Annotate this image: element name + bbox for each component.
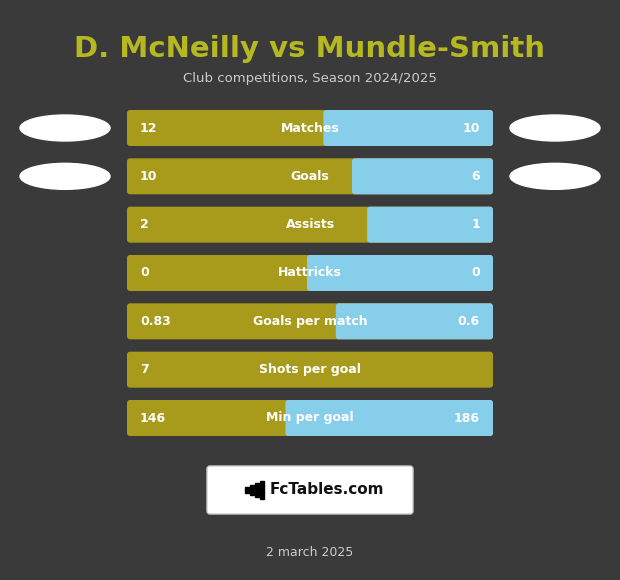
FancyBboxPatch shape (336, 303, 493, 339)
Text: Assists: Assists (285, 218, 335, 231)
Text: 0.83: 0.83 (140, 315, 170, 328)
FancyBboxPatch shape (324, 110, 493, 146)
Ellipse shape (20, 164, 110, 189)
Text: 7: 7 (140, 363, 149, 376)
Text: 0.6: 0.6 (458, 315, 480, 328)
Bar (260, 481, 264, 499)
Text: 6: 6 (471, 170, 480, 183)
Text: D. McNeilly vs Mundle-Smith: D. McNeilly vs Mundle-Smith (74, 35, 546, 63)
FancyBboxPatch shape (352, 158, 493, 194)
FancyBboxPatch shape (127, 351, 493, 387)
Text: Goals: Goals (291, 170, 329, 183)
Text: 2: 2 (140, 218, 149, 231)
Text: Matches: Matches (281, 121, 339, 135)
Text: 0: 0 (471, 266, 480, 280)
Text: Club competitions, Season 2024/2025: Club competitions, Season 2024/2025 (183, 72, 437, 85)
Bar (245, 487, 249, 493)
FancyBboxPatch shape (127, 303, 493, 339)
FancyBboxPatch shape (127, 110, 493, 146)
FancyBboxPatch shape (127, 206, 493, 242)
FancyBboxPatch shape (127, 255, 493, 291)
Ellipse shape (20, 115, 110, 141)
Bar (250, 485, 254, 495)
FancyBboxPatch shape (307, 255, 493, 291)
Text: 10: 10 (463, 121, 480, 135)
Text: 146: 146 (140, 411, 166, 425)
FancyBboxPatch shape (207, 466, 413, 514)
Text: 12: 12 (140, 121, 157, 135)
FancyBboxPatch shape (285, 400, 493, 436)
Text: FcTables.com: FcTables.com (270, 483, 384, 498)
FancyBboxPatch shape (127, 400, 493, 436)
Text: 10: 10 (140, 170, 157, 183)
Ellipse shape (510, 115, 600, 141)
Text: 1: 1 (471, 218, 480, 231)
Text: 2 march 2025: 2 march 2025 (267, 546, 353, 559)
FancyBboxPatch shape (367, 206, 493, 242)
Bar (255, 483, 259, 497)
Text: Goals per match: Goals per match (253, 315, 367, 328)
Text: Min per goal: Min per goal (266, 411, 354, 425)
Text: 0: 0 (140, 266, 149, 280)
Text: Hattricks: Hattricks (278, 266, 342, 280)
Ellipse shape (510, 164, 600, 189)
Text: 186: 186 (454, 411, 480, 425)
Text: Shots per goal: Shots per goal (259, 363, 361, 376)
FancyBboxPatch shape (127, 158, 493, 194)
